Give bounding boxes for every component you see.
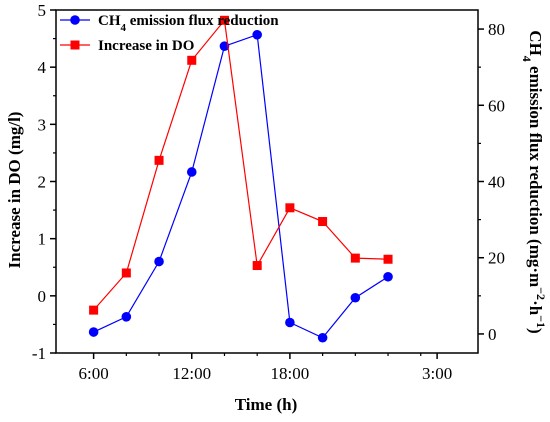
right-tick-label: 0 xyxy=(488,325,497,344)
do-data-point xyxy=(350,253,360,263)
ch4-data-point xyxy=(350,292,361,303)
right-axis-title: CH4 emission flux reduction (mg·m−2·h−1) xyxy=(520,30,548,333)
right-tick-label: 60 xyxy=(488,96,505,115)
right-tick-label: 40 xyxy=(488,173,505,192)
right-tick-label: 20 xyxy=(488,249,505,268)
do-data-point xyxy=(154,155,164,165)
ch4-data-point xyxy=(317,332,328,343)
plot-area-frame xyxy=(55,9,479,354)
legend-circle-marker xyxy=(70,15,80,25)
do-data-point xyxy=(252,261,262,271)
left-tick-label: 0 xyxy=(38,287,47,306)
do-data-point xyxy=(285,203,295,213)
do-data-point xyxy=(318,217,328,227)
x-axis-title: Time (h) xyxy=(235,395,298,414)
right-tick-label: 80 xyxy=(488,20,505,39)
left-tick-label: 5 xyxy=(38,1,47,20)
ch4-data-point xyxy=(285,317,295,328)
left-tick-label: 1 xyxy=(38,230,47,249)
x-tick-label: 12:00 xyxy=(172,364,211,383)
ch4-data-point xyxy=(252,29,262,40)
ch4-data-point xyxy=(121,311,132,322)
left-tick-label: 3 xyxy=(38,115,47,134)
legend-square-marker xyxy=(70,40,80,50)
left-axis-title: Increase in DO (mg/l) xyxy=(5,112,24,269)
ch4-data-point xyxy=(88,327,99,337)
x-tick-label: 6:00 xyxy=(79,364,109,383)
left-tick-label: 4 xyxy=(38,58,47,77)
do-data-point xyxy=(121,268,131,278)
legend-label: Increase in DO xyxy=(98,38,194,54)
do-series-line xyxy=(93,18,389,311)
x-tick-label: 3:00 xyxy=(422,364,452,383)
do-data-point xyxy=(219,15,229,25)
ch4-data-point xyxy=(186,167,197,177)
ch4-data-point xyxy=(219,41,230,52)
left-tick-label: -1 xyxy=(32,344,46,363)
ch4-data-point xyxy=(154,256,164,267)
legend-label: CH4 emission flux reduction xyxy=(98,13,279,34)
ch4-series-line xyxy=(93,33,389,339)
left-tick-label: 2 xyxy=(38,173,47,192)
ch4-data-point xyxy=(383,271,393,282)
do-data-point xyxy=(187,55,197,65)
x-tick-label: 18:00 xyxy=(271,364,310,383)
do-data-point xyxy=(383,254,393,264)
do-data-point xyxy=(89,305,99,315)
